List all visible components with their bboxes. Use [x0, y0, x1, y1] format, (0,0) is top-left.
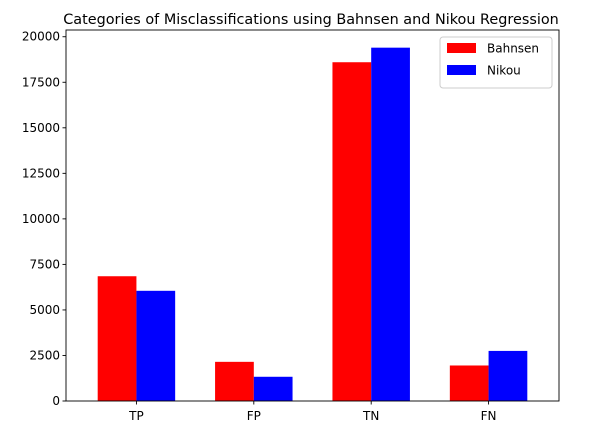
legend-label-nikou: Nikou	[487, 64, 521, 78]
y-tick-label: 2500	[29, 348, 60, 362]
bar-nikou-tn	[371, 47, 410, 402]
y-tick-label: 5000	[29, 303, 60, 317]
chart-title: Categories of Misclassifications using B…	[63, 12, 559, 28]
plot-frame	[65, 29, 560, 402]
x-tick-label-tp: TP	[128, 409, 144, 423]
bar-nikou-fn	[488, 350, 528, 401]
bar-nikou-tp	[136, 290, 176, 401]
legend-label-bahnsen: Bahnsen	[487, 42, 539, 56]
legend: Bahnsen Nikou	[439, 36, 553, 89]
y-tick-label: 15000	[22, 121, 60, 135]
bars	[97, 47, 528, 402]
y-axis: 0 2500 5000 7500 10000 12500 15000 17500 20000	[22, 30, 66, 408]
y-tick-label: 7500	[29, 257, 60, 271]
x-tick-label-fp: FP	[247, 409, 261, 423]
legend-swatch-bahnsen	[447, 43, 476, 53]
bar-bahnsen-fp	[215, 361, 254, 401]
y-tick-label: 17500	[22, 75, 60, 89]
bar-bahnsen-fn	[449, 365, 489, 401]
y-tick-label: 0	[52, 394, 60, 408]
bar-bahnsen-tp	[97, 276, 137, 401]
y-tick-label: 20000	[22, 30, 60, 44]
x-tick-label-fn: FN	[481, 409, 497, 423]
legend-swatch-nikou	[447, 65, 476, 75]
bar-nikou-fp	[253, 376, 293, 401]
x-tick-label-tn: TN	[362, 409, 379, 423]
y-tick-label: 10000	[22, 212, 60, 226]
bar-bahnsen-tn	[332, 62, 372, 401]
y-tick-label: 12500	[22, 166, 60, 180]
x-axis: TP FP TN FN	[128, 401, 497, 423]
